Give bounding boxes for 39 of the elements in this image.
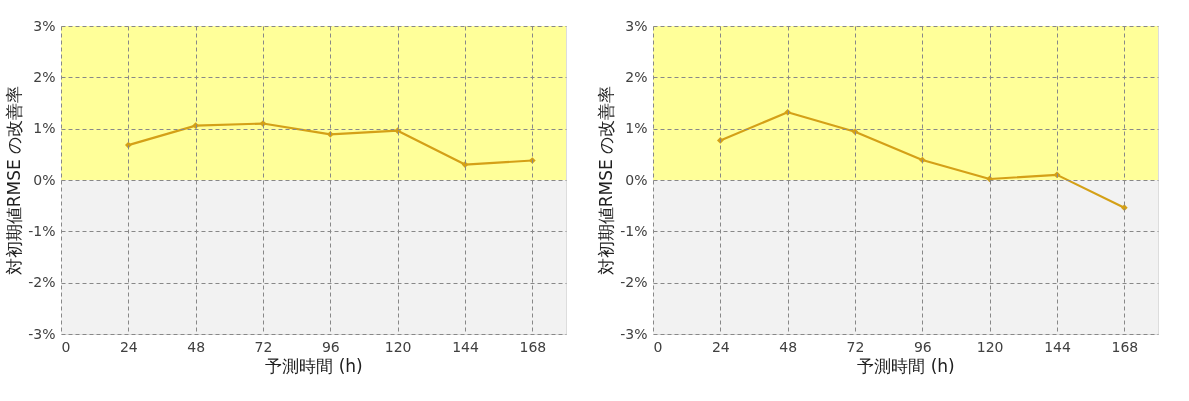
y-tick-label: -2%: [620, 274, 648, 291]
point: [851, 128, 859, 136]
x-tick-label: 48: [779, 338, 798, 355]
y-tick-label: -3%: [28, 325, 56, 342]
x-tick-label: 0: [653, 338, 663, 355]
y-tick-label: -2%: [28, 274, 56, 291]
point: [192, 122, 200, 129]
y-axis-title: 対初期値RMSE の改善率: [4, 85, 25, 276]
y-tick-label: -1%: [28, 222, 56, 239]
y-tick-label: 1%: [33, 120, 56, 137]
x-tick-label: 168: [519, 338, 547, 355]
x-tick-label: 24: [711, 338, 730, 355]
x-tick-label: 144: [1044, 338, 1071, 355]
y-tick-label: 3%: [33, 17, 56, 34]
y-tick-label: 3%: [625, 17, 648, 34]
y-tick-label: -3%: [620, 325, 648, 342]
y-tick-label: 1%: [625, 120, 648, 137]
x-tick-label: 72: [254, 338, 273, 355]
point: [716, 137, 724, 144]
y-axis-title: 対初期値RMSE の改善率: [596, 85, 617, 276]
x-tick-label: 0: [61, 338, 71, 355]
x-tick-label: 48: [187, 338, 206, 355]
x-tick-label: 96: [321, 338, 340, 355]
x-tick-label: 96: [913, 338, 932, 355]
point: [1053, 171, 1061, 179]
x-tick-label: 120: [976, 338, 1004, 355]
x-axis-title: 予測時間 (h): [857, 355, 955, 376]
y-tick-label: 0%: [625, 171, 648, 188]
point: [528, 157, 536, 164]
y-tick-label: 2%: [33, 68, 56, 85]
y-tick-label: -1%: [620, 222, 648, 239]
x-tick-label: 24: [119, 338, 138, 355]
x-tick-label: 168: [1111, 338, 1139, 355]
x-tick-label: 120: [384, 338, 412, 355]
x-tick-label: 72: [846, 338, 865, 355]
y-tick-label: 0%: [33, 171, 56, 188]
x-axis-title: 予測時間 (h): [265, 355, 363, 376]
y-tick-label: 2%: [625, 68, 648, 85]
x-tick-label: 144: [452, 338, 479, 355]
